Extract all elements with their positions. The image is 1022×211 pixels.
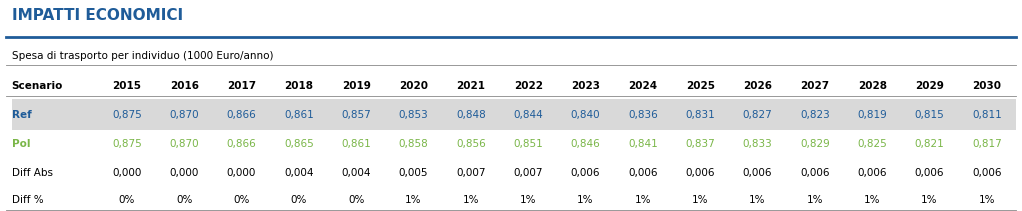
Text: 1%: 1% <box>921 195 938 205</box>
Text: 2020: 2020 <box>399 81 428 91</box>
Text: 2028: 2028 <box>857 81 887 91</box>
Text: Scenario: Scenario <box>11 81 63 91</box>
Text: 1%: 1% <box>406 195 422 205</box>
Text: 2027: 2027 <box>800 81 830 91</box>
Text: 0,006: 0,006 <box>629 168 657 178</box>
Text: 2024: 2024 <box>629 81 657 91</box>
Text: 0%: 0% <box>290 195 307 205</box>
Text: 0,857: 0,857 <box>341 110 371 120</box>
Text: 2026: 2026 <box>743 81 772 91</box>
Text: 0%: 0% <box>349 195 365 205</box>
Text: 0,833: 0,833 <box>743 139 773 149</box>
Text: 1%: 1% <box>635 195 651 205</box>
Text: 0,848: 0,848 <box>456 110 485 120</box>
Text: 0,861: 0,861 <box>284 110 314 120</box>
Text: 0,825: 0,825 <box>857 139 887 149</box>
Text: 2015: 2015 <box>112 81 141 91</box>
Text: IMPATTI ECONOMICI: IMPATTI ECONOMICI <box>11 8 183 23</box>
Text: 0,006: 0,006 <box>743 168 773 178</box>
Text: 0,000: 0,000 <box>112 168 142 178</box>
Text: 1%: 1% <box>806 195 823 205</box>
Text: 0,006: 0,006 <box>972 168 1002 178</box>
Bar <box>11 99 1016 130</box>
Text: 0,823: 0,823 <box>800 110 830 120</box>
Text: 1%: 1% <box>692 195 708 205</box>
Text: 0,006: 0,006 <box>570 168 600 178</box>
Text: 2018: 2018 <box>284 81 314 91</box>
Text: 0,875: 0,875 <box>112 139 142 149</box>
Text: 2016: 2016 <box>170 81 198 91</box>
Text: 0,827: 0,827 <box>743 110 773 120</box>
Text: 2030: 2030 <box>972 81 1002 91</box>
Text: 0,866: 0,866 <box>227 139 257 149</box>
Text: 0,000: 0,000 <box>170 168 199 178</box>
Text: 0,837: 0,837 <box>686 139 715 149</box>
Text: 2021: 2021 <box>457 81 485 91</box>
Text: 1%: 1% <box>979 195 995 205</box>
Text: 1%: 1% <box>463 195 479 205</box>
Text: 2022: 2022 <box>514 81 543 91</box>
Text: 1%: 1% <box>520 195 537 205</box>
Text: 0,811: 0,811 <box>972 110 1002 120</box>
Text: 0,856: 0,856 <box>456 139 485 149</box>
Text: 0,004: 0,004 <box>284 168 314 178</box>
Text: 0,000: 0,000 <box>227 168 257 178</box>
Text: 0,004: 0,004 <box>341 168 371 178</box>
Text: 0,858: 0,858 <box>399 139 428 149</box>
Text: 0,007: 0,007 <box>513 168 543 178</box>
Text: 0,851: 0,851 <box>513 139 543 149</box>
Text: 0,861: 0,861 <box>341 139 371 149</box>
Text: 0,006: 0,006 <box>857 168 887 178</box>
Text: 0,006: 0,006 <box>800 168 830 178</box>
Text: 0,844: 0,844 <box>513 110 543 120</box>
Text: 2019: 2019 <box>341 81 371 91</box>
Text: Ref: Ref <box>11 110 32 120</box>
Text: 0,006: 0,006 <box>915 168 944 178</box>
Text: 0,829: 0,829 <box>800 139 830 149</box>
Text: 0,821: 0,821 <box>915 139 944 149</box>
Text: Diff Abs: Diff Abs <box>11 168 52 178</box>
Text: Spesa di trasporto per individuo (1000 Euro/anno): Spesa di trasporto per individuo (1000 E… <box>11 51 273 61</box>
Text: Diff %: Diff % <box>11 195 43 205</box>
Text: 0,841: 0,841 <box>628 139 658 149</box>
Text: 0,815: 0,815 <box>915 110 944 120</box>
Text: 2017: 2017 <box>227 81 257 91</box>
Text: 1%: 1% <box>864 195 880 205</box>
Text: 0,005: 0,005 <box>399 168 428 178</box>
Text: 0,870: 0,870 <box>170 139 199 149</box>
Text: 0%: 0% <box>176 195 192 205</box>
Text: 1%: 1% <box>577 195 594 205</box>
Text: 2023: 2023 <box>571 81 600 91</box>
Text: 0,819: 0,819 <box>857 110 887 120</box>
Text: 0%: 0% <box>119 195 135 205</box>
Text: 0,817: 0,817 <box>972 139 1002 149</box>
Text: 0,007: 0,007 <box>456 168 485 178</box>
Text: 2029: 2029 <box>915 81 944 91</box>
Text: Pol: Pol <box>11 139 30 149</box>
Text: 0,836: 0,836 <box>628 110 658 120</box>
Text: 0,870: 0,870 <box>170 110 199 120</box>
Text: 0,006: 0,006 <box>686 168 715 178</box>
Text: 0,831: 0,831 <box>686 110 715 120</box>
Text: 2025: 2025 <box>686 81 714 91</box>
Text: 0,865: 0,865 <box>284 139 314 149</box>
Text: 0,866: 0,866 <box>227 110 257 120</box>
Text: 0%: 0% <box>233 195 249 205</box>
Text: 0,875: 0,875 <box>112 110 142 120</box>
Text: 0,853: 0,853 <box>399 110 428 120</box>
Text: 1%: 1% <box>749 195 765 205</box>
Text: 0,840: 0,840 <box>570 110 600 120</box>
Text: 0,846: 0,846 <box>570 139 600 149</box>
